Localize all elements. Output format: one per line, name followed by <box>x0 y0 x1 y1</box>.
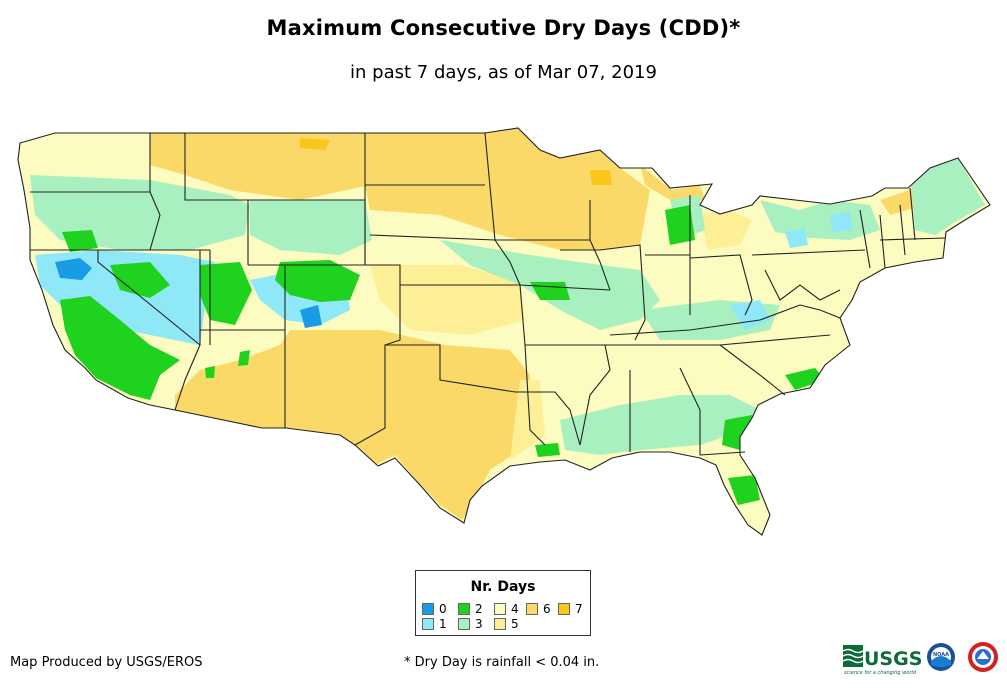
dry-zone-2-days <box>200 262 252 325</box>
usgs-wordmark: USGS <box>864 648 922 670</box>
noaa-logo: NOAA <box>927 643 955 671</box>
dry-zone-5-days <box>510 380 545 460</box>
legend-label: 7 <box>575 602 583 616</box>
legend-item-4: 4 <box>494 603 519 615</box>
dry-zone-3-days <box>560 395 760 455</box>
legend-label: 0 <box>439 602 447 616</box>
legend-swatch <box>494 603 506 615</box>
legend-item-6: 6 <box>526 603 551 615</box>
legend-swatch <box>458 603 470 615</box>
dry-zone-6-days <box>640 165 705 200</box>
dry-zone-6-days <box>365 128 650 250</box>
dry-zone-3-days <box>250 200 372 255</box>
legend-title: Nr. Days <box>470 579 536 595</box>
dry-zone-6-days <box>150 133 370 200</box>
legend-item-7: 7 <box>558 603 583 615</box>
dry-zone-1-days <box>830 212 852 232</box>
dry-zone-2-days <box>275 260 360 302</box>
nws-logo <box>968 642 998 672</box>
legend-label: 1 <box>439 617 447 631</box>
dry-day-fill <box>18 128 990 535</box>
legend-item-5: 5 <box>494 618 519 630</box>
legend-label: 3 <box>475 617 483 631</box>
noaa-wordmark: NOAA <box>933 652 949 658</box>
usgs-tagline: science for a changing world <box>844 670 917 676</box>
dry-zone-2-days <box>110 262 170 298</box>
dry-zone-7-days <box>590 170 612 185</box>
dry-zone-0-days <box>300 305 322 328</box>
map-subtitle: in past 7 days, as of Mar 07, 2019 <box>350 62 657 83</box>
dry-zone-0-days <box>55 258 92 280</box>
legend-swatch <box>558 603 570 615</box>
dry-day-footnote: * Dry Day is rainfall < 0.04 in. <box>404 655 600 670</box>
legend-item-0: 0 <box>422 603 447 615</box>
us-dry-days-map <box>17 127 991 536</box>
state-borders <box>17 127 991 536</box>
legend-label: 6 <box>543 602 551 616</box>
legend-swatch <box>526 603 538 615</box>
legend-label: 2 <box>475 602 483 616</box>
legend-item-1: 1 <box>422 618 447 630</box>
legend-swatch <box>422 618 434 630</box>
legend-swatch <box>422 603 434 615</box>
dry-zone-2-days <box>785 368 825 390</box>
dry-zone-2-days <box>238 350 250 366</box>
dry-zone-1-days <box>730 300 770 330</box>
dry-zone-2-days <box>665 205 695 245</box>
agency-logos: USGS science for a changing world NOAA <box>843 642 998 676</box>
dry-zone-5-days <box>370 265 525 335</box>
dry-zone-2-days <box>205 366 215 378</box>
legend-swatch <box>494 618 506 630</box>
dry-zone-6-days <box>175 330 530 520</box>
legend-swatch <box>458 618 470 630</box>
legend-item-2: 2 <box>458 603 483 615</box>
map-title: Maximum Consecutive Dry Days (CDD)* <box>266 16 741 40</box>
dry-zone-7-days <box>300 138 330 150</box>
usgs-logo: USGS science for a changing world <box>843 645 922 676</box>
dry-zone-2-days <box>60 296 180 400</box>
dry-zone-3-days <box>910 158 985 235</box>
dry-zone-2-days <box>62 230 98 252</box>
dry-zone-1-days <box>785 228 808 248</box>
dry-zone-2-days <box>535 443 560 457</box>
legend: Nr. Days 0 2 4 6 7 1 3 5 <box>415 570 591 636</box>
legend-label: 4 <box>511 602 519 616</box>
legend-label: 5 <box>511 617 519 631</box>
dry-zone-2-days <box>728 475 760 505</box>
legend-item-3: 3 <box>458 618 483 630</box>
dry-zone-5-days <box>700 210 752 250</box>
map-credit: Map Produced by USGS/EROS <box>10 655 203 670</box>
